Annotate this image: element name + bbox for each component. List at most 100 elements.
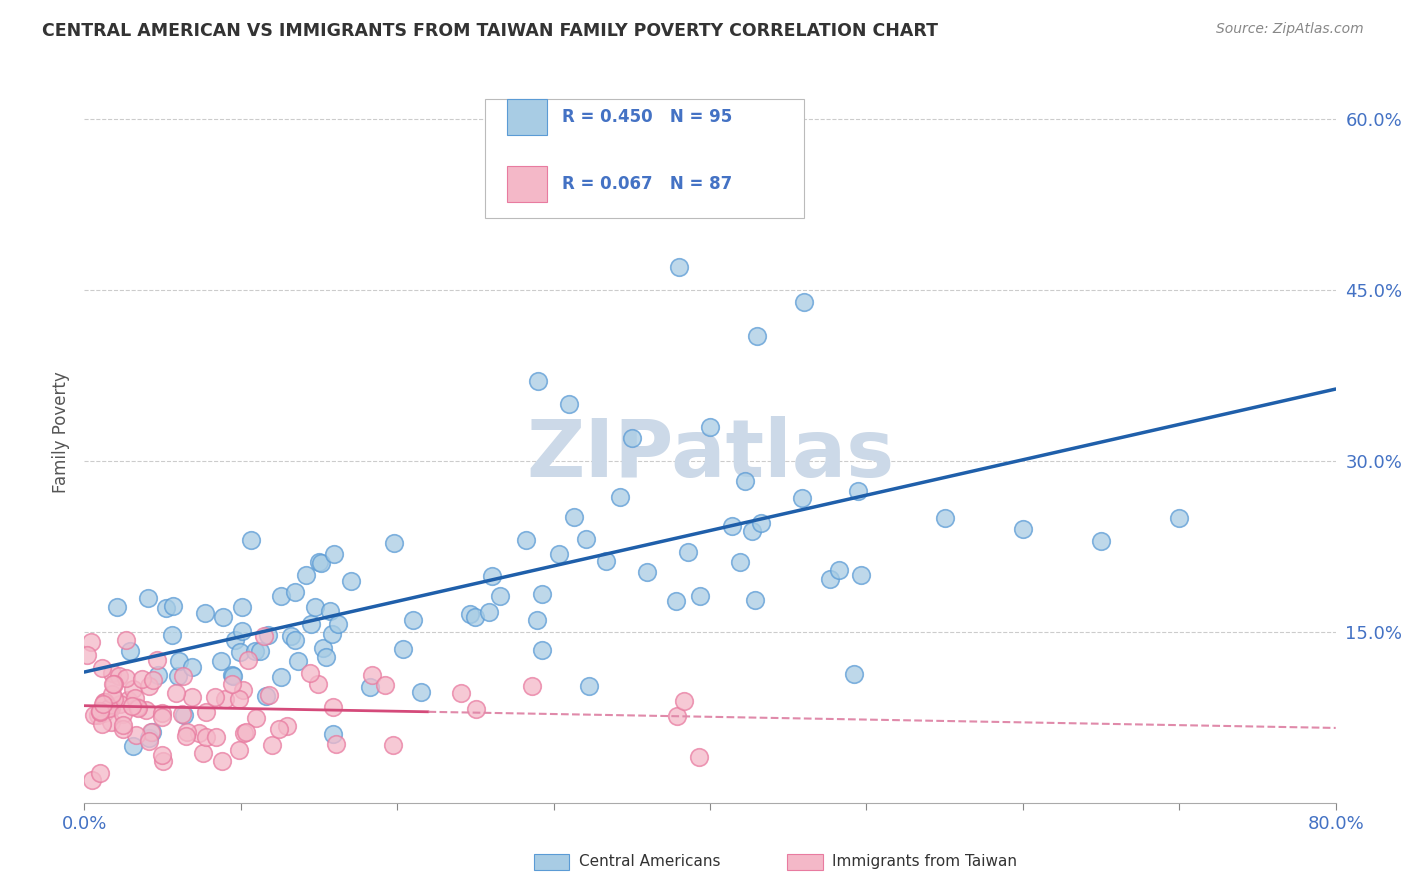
Point [673, 694, 696, 708]
Point [90, 661, 112, 675]
Point [340, 574, 363, 589]
Point [558, 397, 581, 411]
Point [115, 671, 138, 685]
Point [211, 754, 233, 768]
Point [665, 709, 688, 723]
Point [699, 420, 721, 434]
Point [846, 483, 869, 498]
Point [934, 511, 956, 525]
Text: ZIPatlas: ZIPatlas [526, 416, 894, 494]
Point [235, 725, 257, 739]
Point [665, 593, 688, 607]
Point [170, 707, 193, 722]
Point [668, 260, 690, 275]
Text: R = 0.067   N = 87: R = 0.067 N = 87 [562, 175, 733, 193]
Point [322, 700, 344, 714]
Point [101, 666, 124, 681]
Point [1090, 533, 1112, 548]
Point [224, 632, 246, 647]
Point [174, 730, 197, 744]
Point [121, 699, 143, 714]
Point [304, 599, 326, 614]
Point [205, 731, 228, 745]
Point [267, 723, 290, 737]
Point [284, 584, 307, 599]
Point [89, 705, 111, 719]
Point [636, 566, 658, 580]
Point [138, 679, 160, 693]
Point [155, 601, 177, 615]
Point [270, 670, 292, 684]
Point [150, 710, 173, 724]
Point [127, 700, 149, 714]
Point [195, 705, 218, 719]
Point [162, 599, 184, 613]
Point [287, 655, 309, 669]
Point [91, 716, 114, 731]
Point [515, 533, 537, 547]
Point [107, 600, 129, 615]
Point [299, 617, 322, 632]
Point [87, 708, 110, 723]
Point [194, 730, 217, 744]
Point [481, 568, 503, 582]
Point [131, 672, 153, 686]
Point [122, 681, 145, 696]
Point [124, 691, 146, 706]
Point [359, 680, 381, 694]
Point [100, 714, 122, 729]
Point [721, 519, 744, 533]
Point [790, 491, 813, 505]
Point [828, 562, 851, 576]
Y-axis label: Family Poverty: Family Poverty [52, 372, 70, 493]
Point [135, 703, 157, 717]
Point [259, 688, 281, 702]
Point [527, 375, 550, 389]
Point [141, 724, 163, 739]
Point [312, 640, 335, 655]
Point [361, 667, 384, 681]
Point [307, 677, 329, 691]
Point [209, 654, 232, 668]
Point [111, 707, 134, 722]
Point [231, 600, 253, 615]
Point [93, 706, 115, 721]
Point [392, 641, 415, 656]
Point [849, 568, 872, 582]
Point [232, 682, 254, 697]
Point [401, 613, 423, 627]
Point [374, 678, 396, 692]
Point [118, 643, 141, 657]
Point [100, 687, 122, 701]
Text: CENTRAL AMERICAN VS IMMIGRANTS FROM TAIWAN FAMILY POVERTY CORRELATION CHART: CENTRAL AMERICAN VS IMMIGRANTS FROM TAIW… [42, 22, 938, 40]
FancyBboxPatch shape [485, 99, 804, 218]
Point [231, 624, 253, 638]
Point [256, 628, 278, 642]
Point [578, 679, 600, 693]
Point [326, 617, 349, 632]
Point [80, 772, 103, 787]
Point [1168, 511, 1191, 525]
Point [103, 677, 125, 691]
FancyBboxPatch shape [508, 166, 547, 202]
Point [284, 632, 307, 647]
Point [240, 533, 263, 548]
Point [94, 695, 117, 709]
Point [221, 676, 243, 690]
Point [103, 677, 125, 691]
Point [117, 693, 139, 707]
Point [160, 628, 183, 642]
Point [262, 738, 284, 752]
Point [167, 669, 190, 683]
Point [384, 536, 406, 550]
Point [749, 516, 772, 531]
Point [229, 645, 252, 659]
Point [321, 627, 343, 641]
Point [689, 589, 711, 603]
Point [409, 685, 432, 699]
FancyBboxPatch shape [508, 99, 547, 135]
Point [249, 644, 271, 658]
Point [136, 591, 159, 606]
Point [111, 718, 134, 732]
Point [127, 699, 149, 714]
